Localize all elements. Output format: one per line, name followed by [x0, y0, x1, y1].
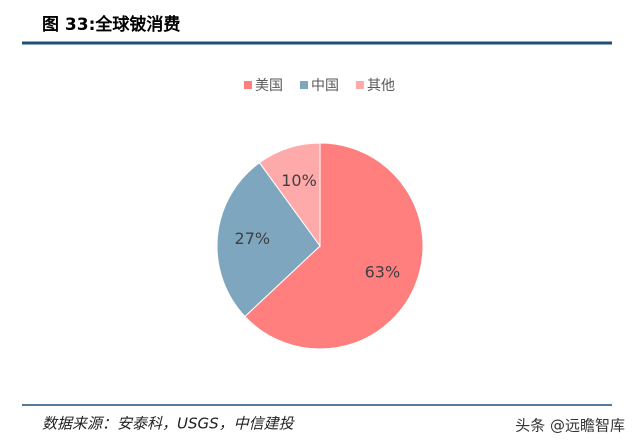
- pie-slice: [216, 161, 321, 318]
- legend-swatch: [300, 81, 308, 89]
- chart-title: 图 33:全球铍消费: [42, 14, 180, 35]
- watermark: 头条 @远瞻智库: [515, 417, 625, 435]
- legend-swatch: [244, 81, 252, 89]
- legend-swatch: [356, 81, 364, 89]
- source-note: 数据来源：安泰科，USGS，中信建投: [42, 415, 296, 433]
- data-label: 10%: [281, 171, 317, 190]
- pie-slice: [244, 142, 424, 350]
- legend-label: 美国: [255, 78, 283, 94]
- legend-label: 其他: [367, 78, 395, 94]
- legend-label: 中国: [311, 78, 339, 94]
- data-label: 63%: [365, 262, 401, 281]
- data-label: 27%: [235, 229, 271, 248]
- pie-slice: [258, 142, 321, 248]
